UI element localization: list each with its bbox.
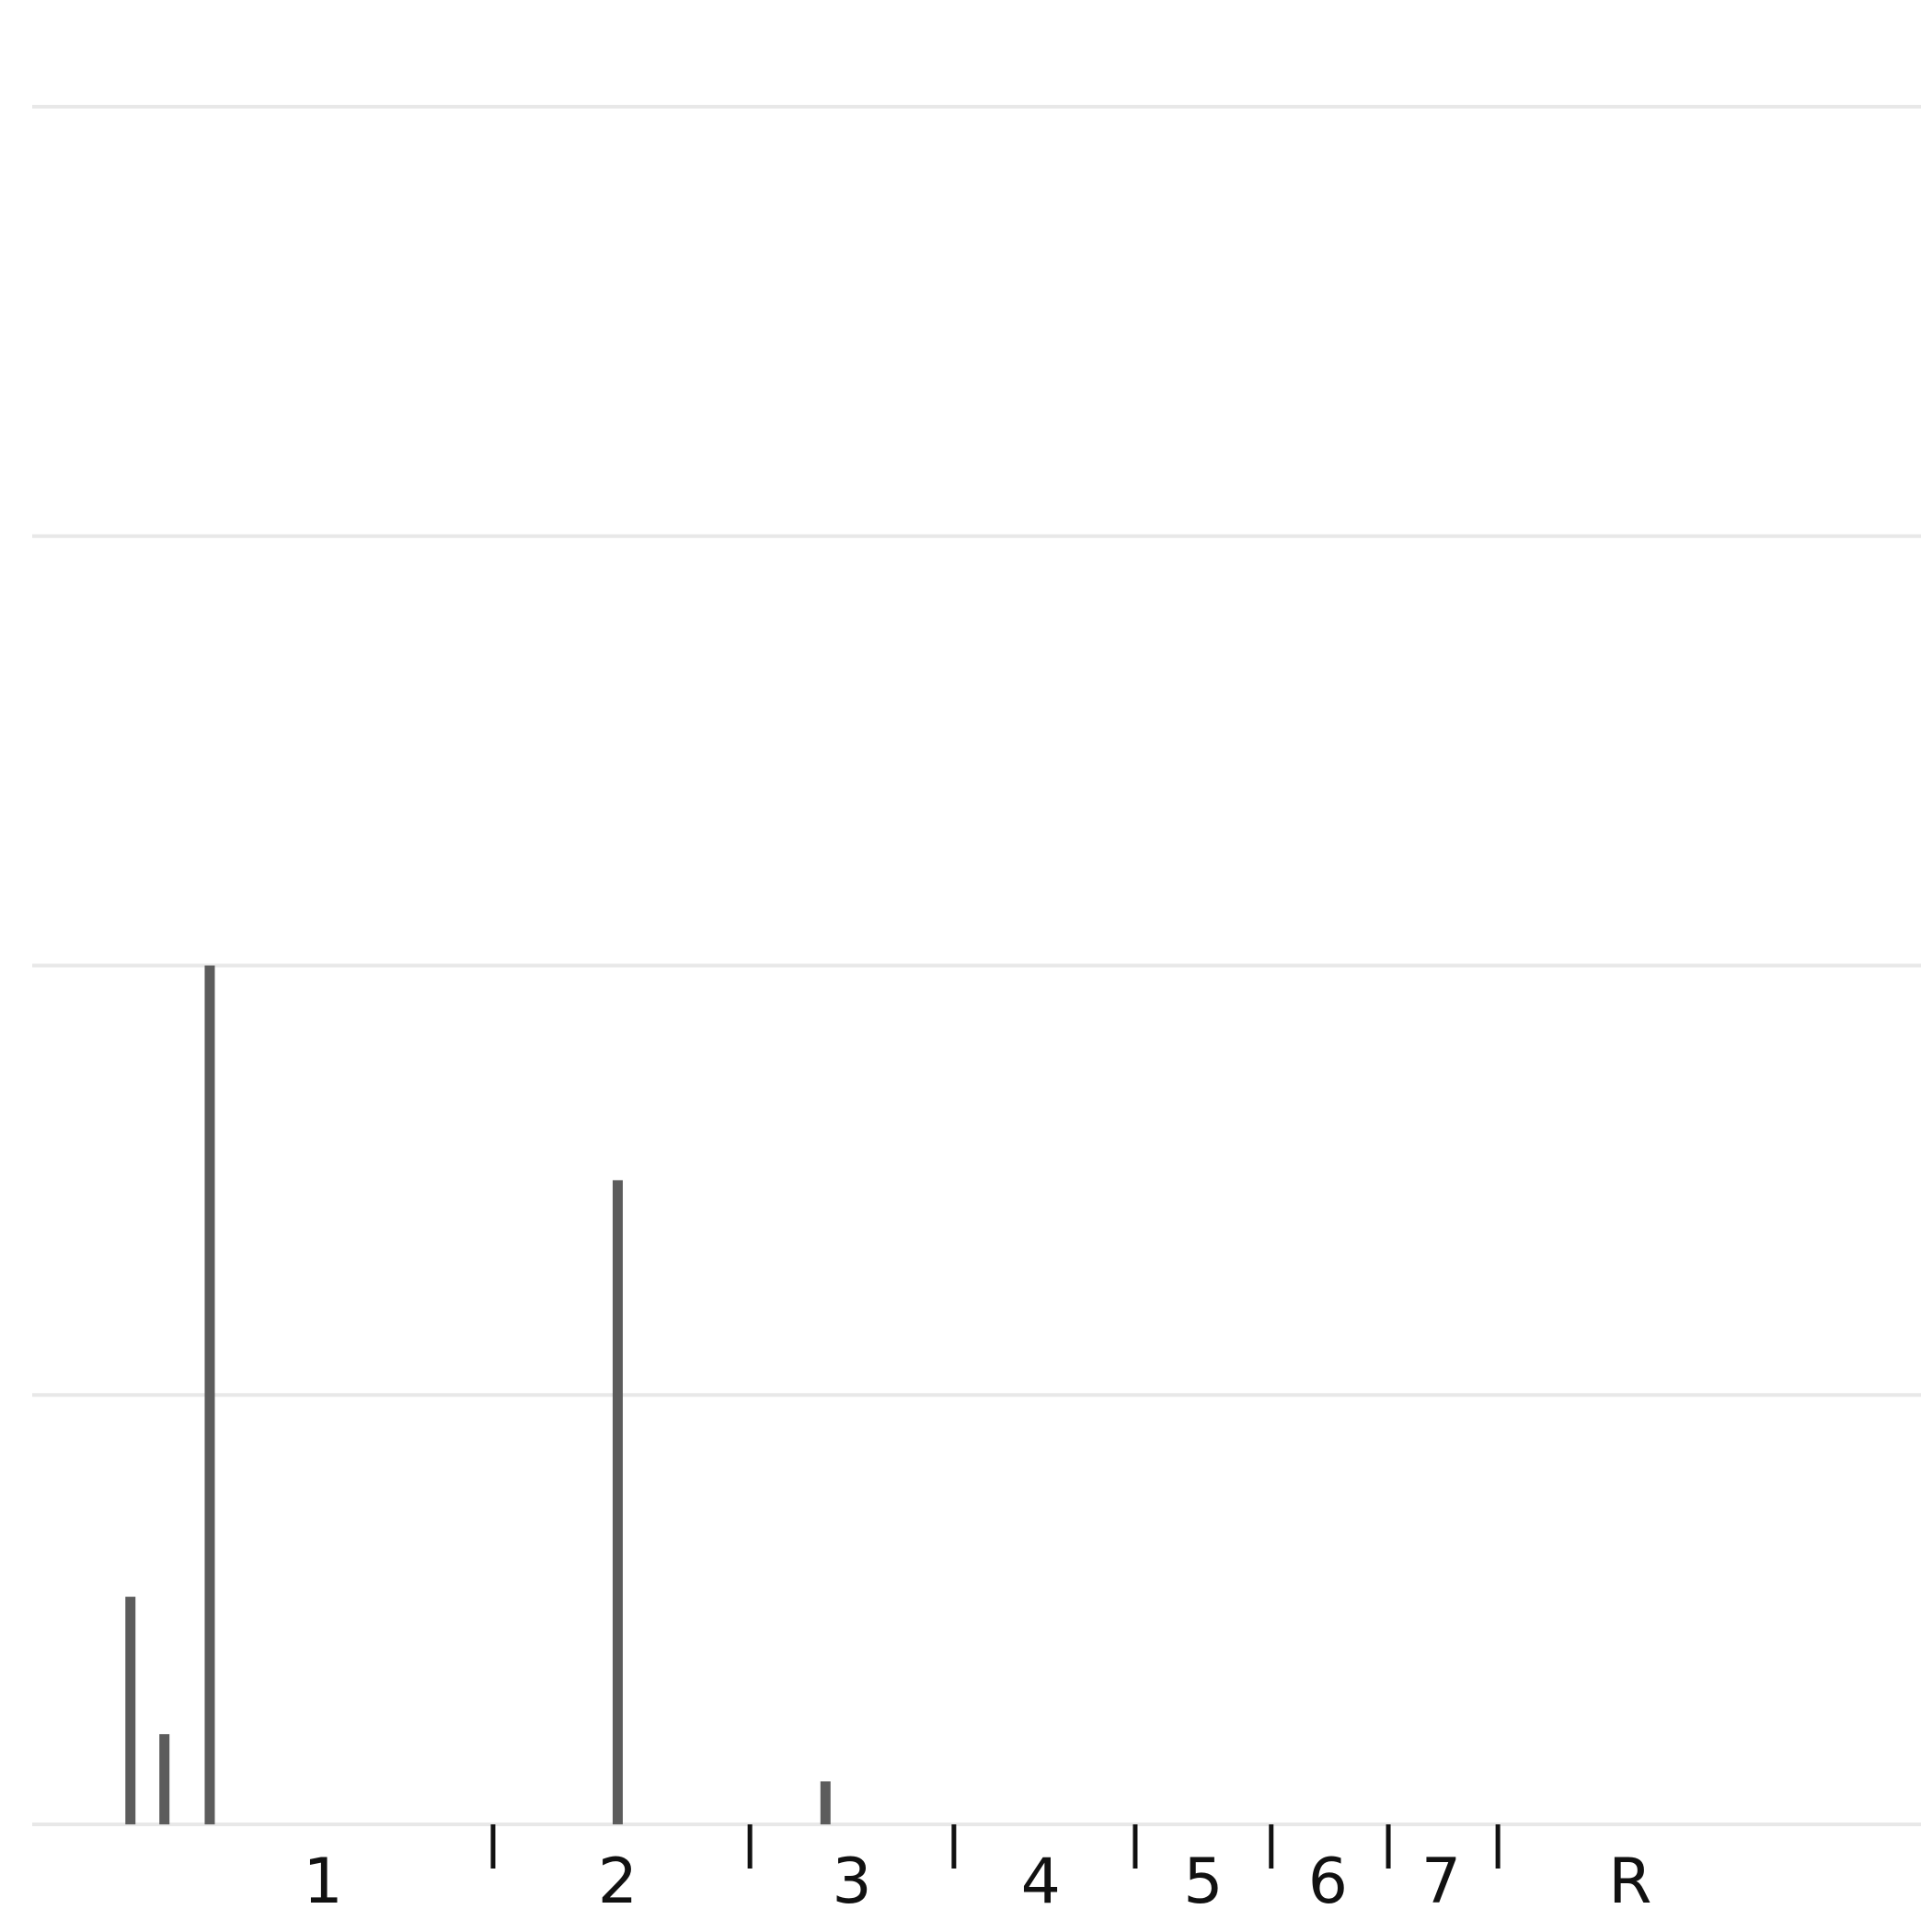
x-tick-label-1: 1 bbox=[304, 1846, 343, 1918]
bars bbox=[125, 965, 831, 1824]
x-tick-label-4: 4 bbox=[1021, 1846, 1061, 1918]
bar-3-4 bbox=[820, 1781, 831, 1824]
x-tick-label-R: R bbox=[1608, 1846, 1651, 1918]
bar-1-1 bbox=[159, 1733, 170, 1824]
bar-1-2 bbox=[204, 965, 215, 1824]
x-tick-label-2: 2 bbox=[598, 1846, 638, 1918]
x-tick-label-6: 6 bbox=[1308, 1846, 1348, 1918]
bar-1-0 bbox=[125, 1596, 136, 1824]
x-tick-label-3: 3 bbox=[832, 1846, 871, 1918]
x-tick-label-7: 7 bbox=[1421, 1846, 1461, 1918]
gridlines bbox=[32, 105, 1921, 1826]
bar-2-3 bbox=[612, 1179, 623, 1824]
x-tick-label-5: 5 bbox=[1183, 1846, 1223, 1918]
x-axis: 1 2 3 4 5 6 7 R bbox=[304, 1824, 1651, 1918]
